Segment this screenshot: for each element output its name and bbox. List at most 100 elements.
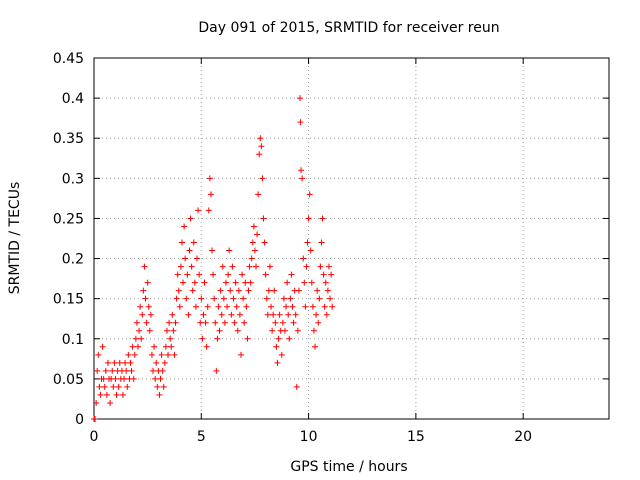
data-point bbox=[187, 215, 194, 222]
data-point bbox=[259, 175, 266, 182]
data-point bbox=[158, 351, 165, 358]
data-point bbox=[165, 351, 172, 358]
y-tick-label: 0.15 bbox=[53, 292, 84, 308]
data-point bbox=[283, 303, 290, 310]
data-point bbox=[237, 351, 244, 358]
data-point bbox=[96, 383, 103, 390]
data-point bbox=[297, 119, 304, 126]
data-point bbox=[319, 215, 326, 222]
data-point bbox=[320, 271, 327, 278]
y-axis-label: SRMTID / TECUs bbox=[7, 182, 23, 295]
data-point bbox=[308, 279, 315, 286]
data-point bbox=[279, 319, 286, 326]
data-point bbox=[161, 359, 168, 366]
data-point bbox=[234, 327, 241, 334]
data-point bbox=[171, 351, 178, 358]
data-point bbox=[152, 375, 159, 382]
data-point bbox=[137, 303, 144, 310]
data-point bbox=[97, 391, 104, 398]
data-point bbox=[235, 287, 242, 294]
data-point bbox=[241, 319, 248, 326]
data-point bbox=[173, 295, 180, 302]
data-point bbox=[287, 295, 294, 302]
data-point bbox=[183, 295, 190, 302]
data-point bbox=[147, 311, 154, 318]
x-tick-label: 20 bbox=[514, 429, 532, 445]
data-point bbox=[211, 295, 218, 302]
y-tick-label: 0.45 bbox=[53, 51, 84, 67]
data-point bbox=[285, 311, 292, 318]
data-point bbox=[304, 239, 311, 246]
data-point bbox=[172, 319, 179, 326]
data-point bbox=[192, 303, 199, 310]
data-point bbox=[95, 351, 102, 358]
data-point bbox=[204, 303, 211, 310]
data-point bbox=[215, 303, 222, 310]
data-point bbox=[156, 391, 163, 398]
data-point bbox=[288, 271, 295, 278]
data-point bbox=[130, 375, 137, 382]
data-point bbox=[240, 295, 247, 302]
data-point bbox=[162, 343, 169, 350]
data-point bbox=[303, 263, 310, 270]
data-point bbox=[258, 143, 265, 150]
data-point bbox=[167, 335, 174, 342]
data-point bbox=[262, 271, 269, 278]
data-point bbox=[166, 319, 173, 326]
data-point bbox=[248, 255, 255, 262]
data-point bbox=[138, 335, 145, 342]
data-point bbox=[113, 391, 120, 398]
data-point bbox=[174, 271, 181, 278]
data-point bbox=[246, 263, 253, 270]
data-point bbox=[316, 295, 323, 302]
y-tick-label: 0.25 bbox=[53, 211, 84, 227]
data-point bbox=[247, 279, 254, 286]
y-tick-label: 0 bbox=[75, 412, 84, 428]
data-point bbox=[103, 391, 110, 398]
data-point bbox=[168, 343, 175, 350]
data-point bbox=[169, 311, 176, 318]
data-point bbox=[217, 287, 224, 294]
data-point bbox=[227, 287, 234, 294]
data-point bbox=[257, 135, 264, 142]
data-point bbox=[154, 383, 161, 390]
data-point bbox=[245, 287, 252, 294]
data-point bbox=[327, 295, 334, 302]
data-point bbox=[297, 95, 303, 102]
data-point bbox=[222, 279, 229, 286]
data-points bbox=[91, 95, 336, 422]
data-point bbox=[189, 287, 196, 294]
x-axis-label: GPS time / hours bbox=[290, 459, 407, 475]
y-tick-label: 0.35 bbox=[53, 131, 84, 147]
data-point bbox=[250, 223, 257, 230]
data-point bbox=[265, 287, 272, 294]
data-point bbox=[207, 191, 214, 198]
data-point bbox=[104, 359, 111, 366]
data-point bbox=[224, 303, 231, 310]
data-point bbox=[298, 167, 305, 174]
data-point bbox=[110, 383, 117, 390]
data-point bbox=[163, 327, 170, 334]
data-point bbox=[313, 311, 320, 318]
data-point bbox=[328, 271, 335, 278]
data-point bbox=[226, 247, 233, 254]
data-point bbox=[307, 247, 314, 254]
data-point bbox=[249, 239, 256, 246]
data-point bbox=[314, 287, 321, 294]
data-point bbox=[289, 303, 296, 310]
data-point bbox=[177, 263, 184, 270]
data-point bbox=[292, 311, 299, 318]
data-point bbox=[274, 359, 281, 366]
data-point bbox=[293, 383, 300, 390]
data-point bbox=[329, 303, 336, 310]
x-tick-label: 0 bbox=[90, 429, 99, 445]
x-axis-ticks: 0 5 10 15 20 bbox=[90, 58, 532, 445]
data-point bbox=[93, 399, 100, 406]
data-point bbox=[310, 327, 317, 334]
data-point bbox=[157, 375, 164, 382]
data-point bbox=[221, 319, 228, 326]
data-point bbox=[115, 383, 122, 390]
y-tick-label: 0.4 bbox=[62, 91, 84, 107]
data-point bbox=[181, 223, 188, 230]
data-point bbox=[243, 303, 250, 310]
